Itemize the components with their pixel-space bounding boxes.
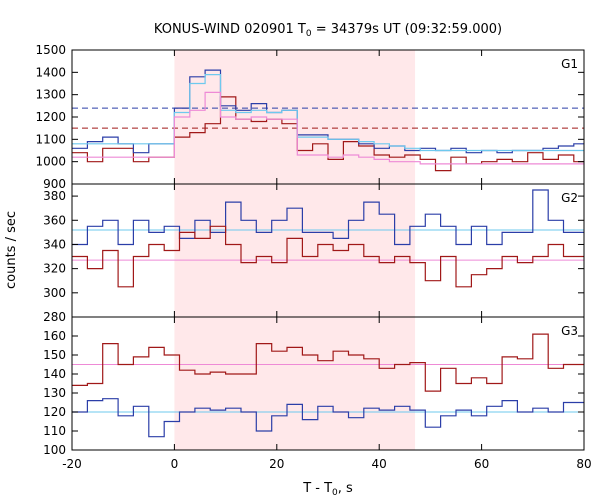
x-tick-label: 40: [372, 457, 387, 471]
panel-G2-ytick-label: 320: [43, 262, 66, 276]
panel-G1-series-pink: [72, 91, 584, 165]
chart-title: KONUS-WIND 020901 T0 = 34379s UT (09:32:…: [154, 22, 502, 39]
panel-G1-ytick-label: 1500: [35, 43, 66, 57]
panel-G1-ytick-label: 1300: [35, 88, 66, 102]
panel-G3-ytick-label: 120: [43, 405, 66, 419]
panel-G3-series-blue: [72, 398, 584, 438]
panel-G3-ytick-label: 110: [43, 424, 66, 438]
panel-G2-ytick-label: 300: [43, 286, 66, 300]
panel-G3-series-dark_red: [72, 333, 584, 392]
panel-G3-ytick-label: 140: [43, 367, 66, 381]
panel-G1-ytick-label: 900: [43, 177, 66, 191]
panel-G1-label: G1: [561, 57, 578, 71]
x-tick-label: 20: [269, 457, 284, 471]
panel-G2-series-dark_red: [72, 225, 584, 288]
panel-G2-label: G2: [561, 191, 578, 205]
panel-G3-ytick-label: 160: [43, 329, 66, 343]
panel-G1-ytick-label: 1200: [35, 110, 66, 124]
panel-G2-ytick-label: 280: [43, 310, 66, 324]
panel-G3-frame: [71, 316, 585, 451]
panel-G2-series-blue: [72, 189, 584, 246]
panel-G3-ytick-label: 130: [43, 386, 66, 400]
panel-G1-ytick-label: 1000: [35, 155, 66, 169]
panel-G2-ytick-label: 360: [43, 213, 66, 227]
x-tick-label: -20: [62, 457, 82, 471]
panel-G3-ytick-label: 100: [43, 443, 66, 457]
x-tick-label: 60: [474, 457, 489, 471]
y-axis-label: counts / sec: [4, 211, 19, 289]
x-axis-label: T - T0, s: [302, 481, 353, 498]
panel-G3-label: G3: [561, 324, 578, 338]
panel-G1-series-light_blue: [72, 74, 584, 152]
x-tick-label: 80: [576, 457, 591, 471]
panel-G2-ytick-label: 340: [43, 237, 66, 251]
panel-G1-ytick-label: 1100: [35, 132, 66, 146]
panel-G2-ytick-label: 380: [43, 189, 66, 203]
shaded-interval: [174, 50, 416, 450]
panel-G3-ytick-label: 150: [43, 348, 66, 362]
panel-G1-ytick-label: 1400: [35, 65, 66, 79]
x-tick-label: 0: [171, 457, 179, 471]
